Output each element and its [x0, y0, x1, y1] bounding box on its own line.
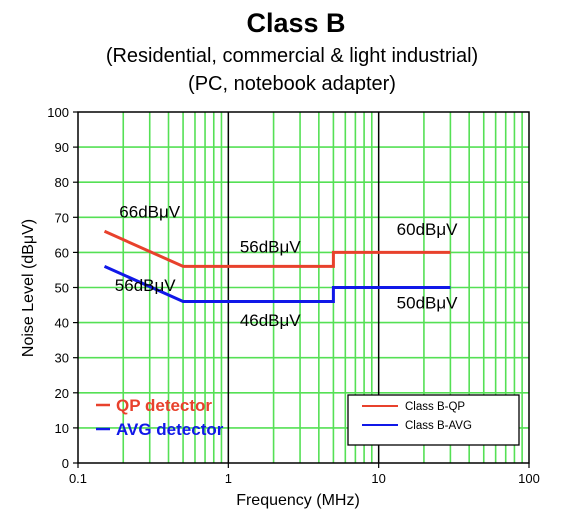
limit-label: 66dBμV	[119, 202, 180, 221]
limit-label: 60dBμV	[397, 220, 458, 239]
chart-subtitle-line-2: (PC, notebook adapter)	[188, 73, 396, 95]
y-tick-label: 20	[55, 386, 69, 401]
y-tick-label: 60	[55, 245, 69, 260]
legend-frame	[347, 394, 520, 446]
detector-legend: QP detector AVG detector	[96, 396, 224, 439]
chart-title: Class B	[246, 8, 345, 38]
limit-label: 50dBμV	[397, 294, 458, 313]
x-tick-label: 0.1	[69, 471, 87, 486]
y-axis-label: Noise Level (dBμV)	[20, 219, 37, 357]
y-axis-ticks: 0 10 20 30 40 50 60 70 80 90 100	[47, 105, 78, 471]
x-axis-label: Frequency (MHz)	[236, 492, 360, 509]
y-tick-label: 100	[47, 105, 69, 120]
legend-label: Class B-AVG	[405, 420, 472, 432]
y-tick-label: 10	[55, 421, 69, 436]
x-tick-label: 100	[518, 471, 540, 486]
chart-subtitle-line-1: (Residential, commercial & light industr…	[106, 45, 478, 67]
y-tick-label: 0	[62, 456, 69, 471]
y-tick-label: 40	[55, 316, 69, 331]
series-lines	[103, 229, 451, 303]
y-tick-label: 80	[55, 175, 69, 190]
series-line-class-b-qp	[103, 229, 451, 268]
legend-box: Class B-QP Class B-AVG	[347, 394, 520, 446]
y-tick-label: 70	[55, 210, 69, 225]
y-tick-label: 30	[55, 351, 69, 366]
detector-legend-label: QP detector	[116, 396, 212, 415]
x-tick-label: 1	[225, 471, 232, 486]
series-line-class-b-avg	[103, 265, 451, 303]
y-tick-label: 50	[55, 281, 69, 296]
limit-annotations: 66dBμV 56dBμV 60dBμV 56dBμV 46dBμV 50dBμV	[115, 202, 458, 330]
limit-label: 56dBμV	[115, 276, 176, 295]
legend-label: Class B-QP	[405, 401, 465, 413]
x-tick-label: 10	[371, 471, 385, 486]
limit-label: 56dBμV	[240, 237, 301, 256]
x-axis-ticks: 0.1 1 10 100	[69, 463, 540, 486]
detector-legend-label: AVG detector	[116, 420, 224, 439]
y-tick-label: 90	[55, 140, 69, 155]
limit-label: 46dBμV	[240, 311, 301, 330]
